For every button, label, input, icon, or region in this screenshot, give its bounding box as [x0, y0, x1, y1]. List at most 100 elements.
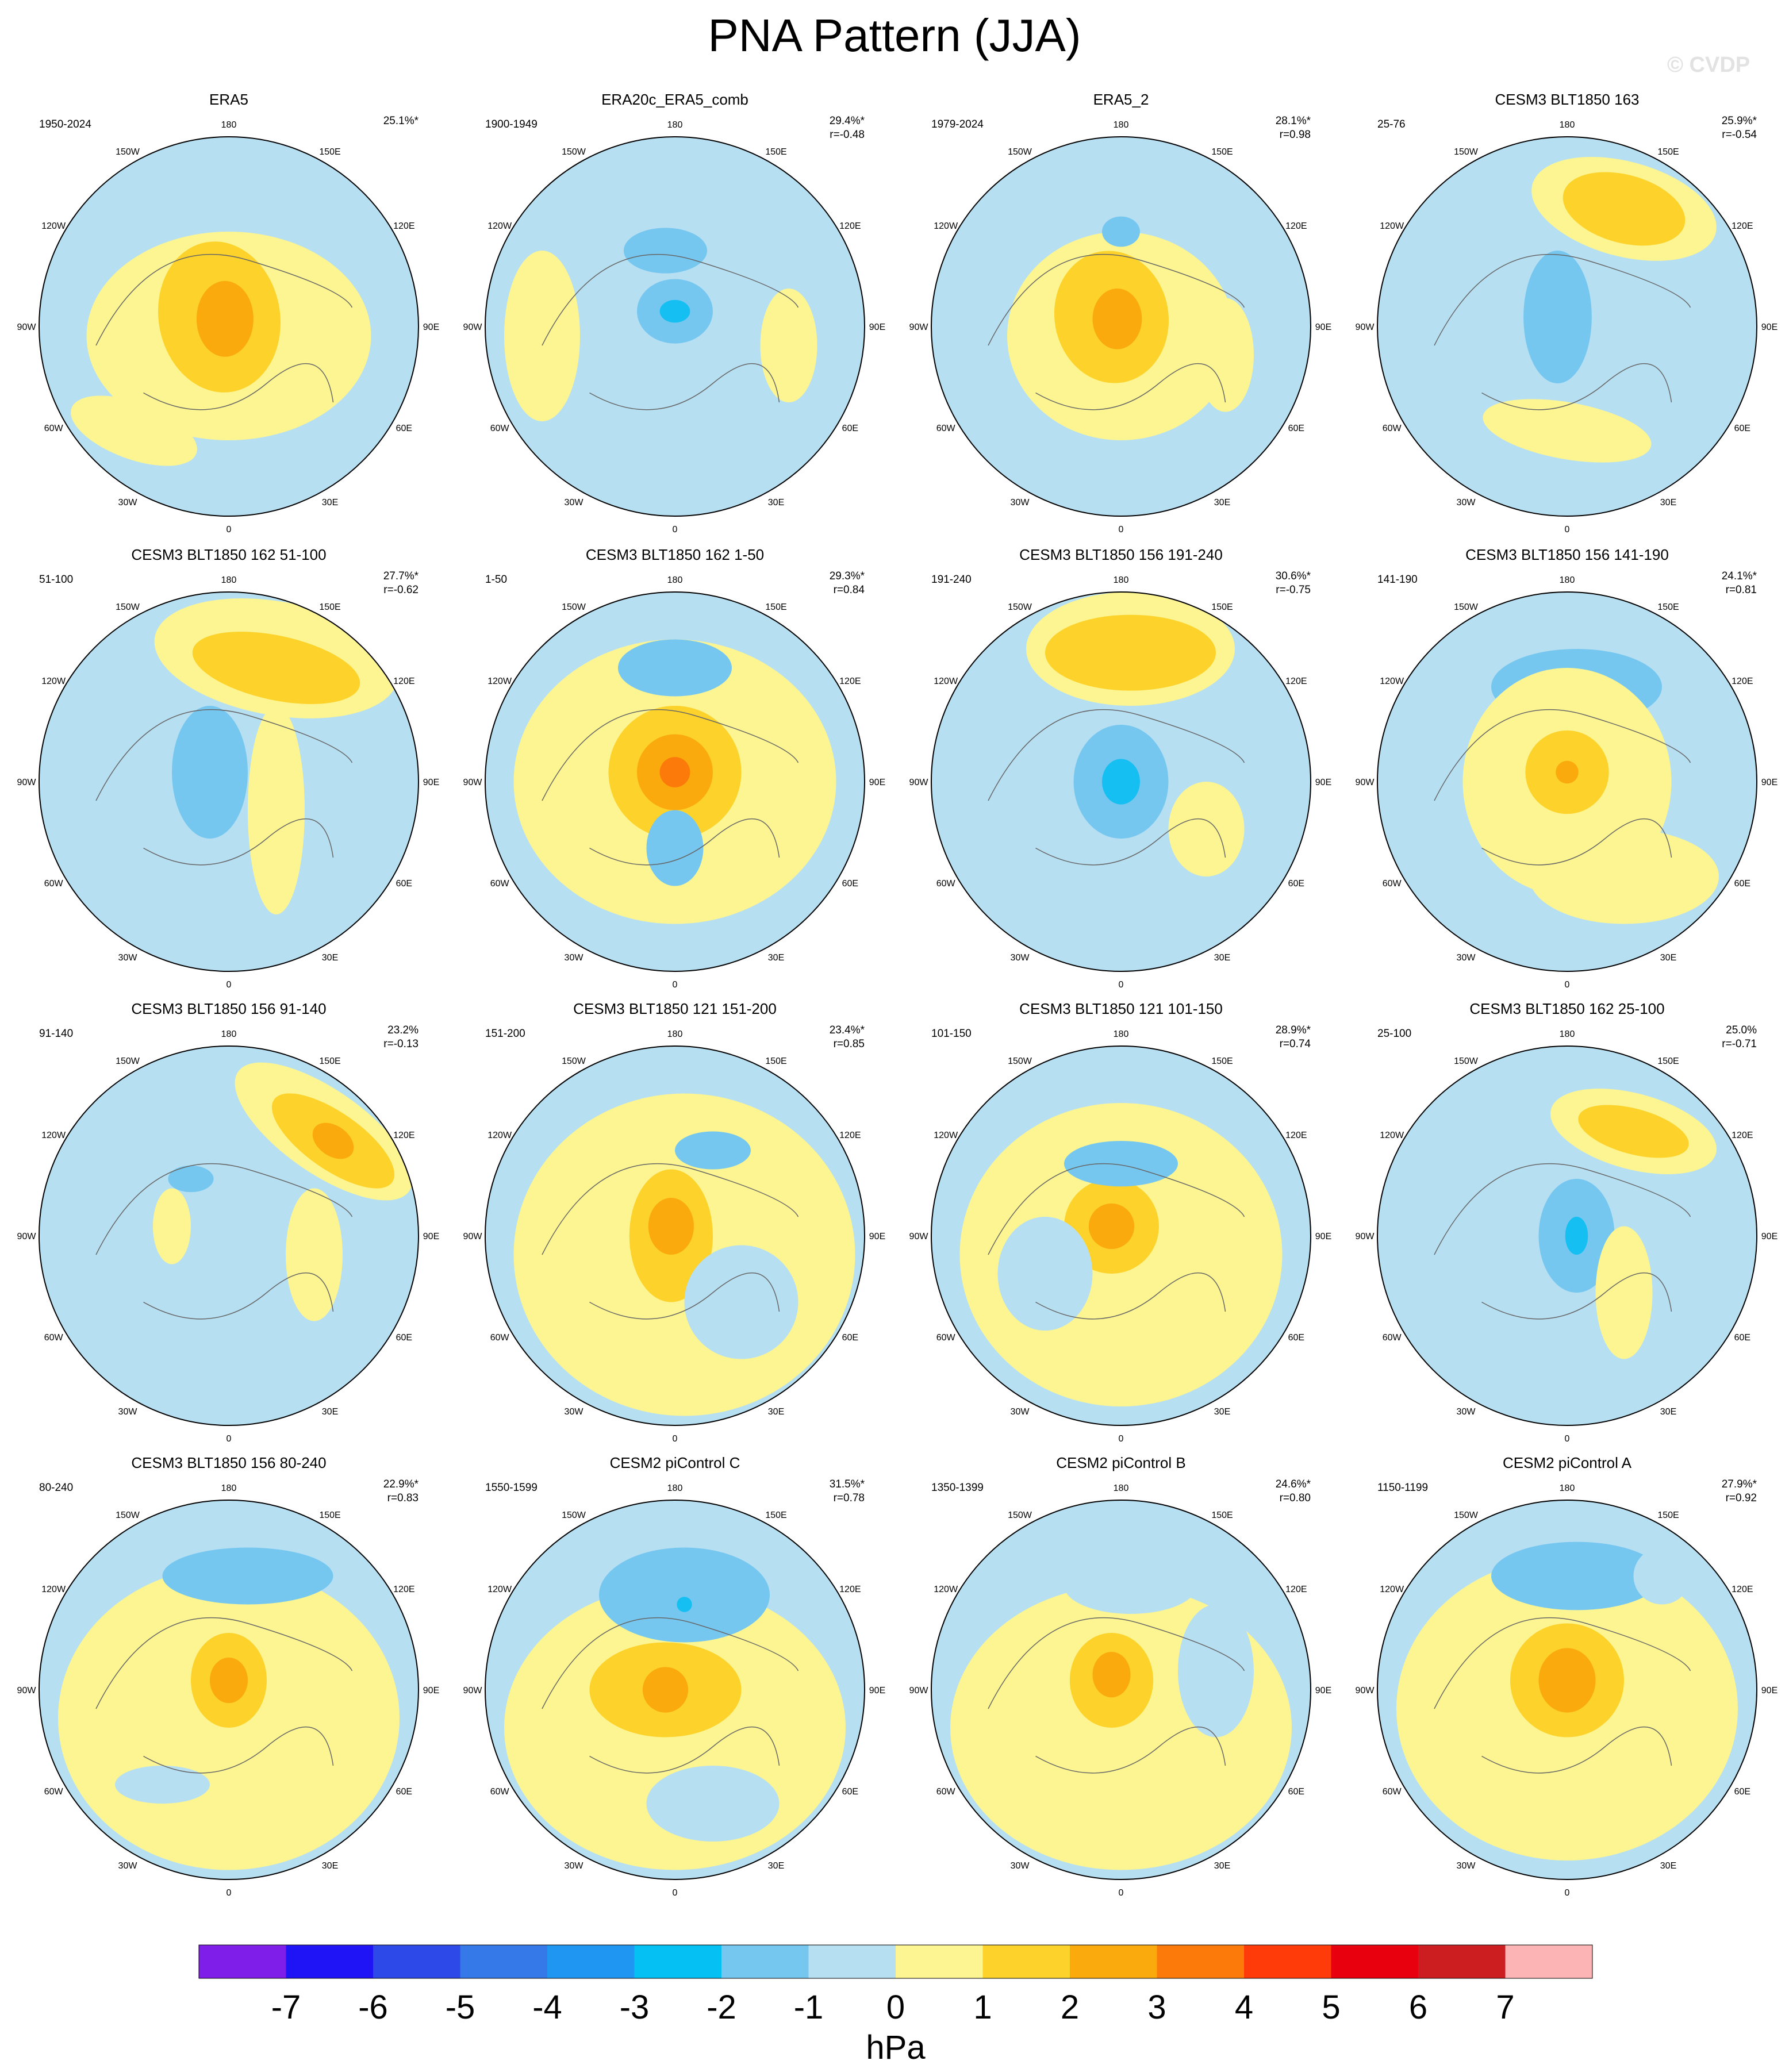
- map-panel: CESM2 piControl A 1150-1199 27.9%* r=0.92 18…: [1356, 1454, 1778, 1898]
- longitude-label: 120E: [1285, 221, 1307, 231]
- longitude-label: 150W: [562, 1056, 586, 1066]
- longitude-label: 90E: [869, 1232, 885, 1241]
- map-panel: CESM3 BLT1850 163 25-76 25.9%* r=-0.54 180 15…: [1356, 91, 1778, 535]
- longitude-label: 180: [1114, 575, 1129, 585]
- contour-region: [1565, 1217, 1588, 1255]
- panel-period: 1350-1399: [931, 1482, 984, 1494]
- panel-period: 1950-2024: [39, 118, 91, 130]
- panel-correlation: r=0.74: [1280, 1038, 1311, 1050]
- map-panel: CESM2 piControl B 1350-1399 24.6%* r=0.80 18…: [909, 1454, 1332, 1898]
- contour-region: [210, 1657, 248, 1704]
- longitude-label: 120E: [1732, 221, 1753, 231]
- panel-percent: 28.1%*: [1276, 115, 1311, 127]
- longitude-label: 90W: [17, 322, 37, 332]
- longitude-label: 180: [221, 1483, 237, 1493]
- coastline: [542, 253, 799, 410]
- coastline: [988, 709, 1245, 866]
- longitude-label: 180: [1560, 1029, 1575, 1039]
- panel-title: CESM3 BLT1850 156 91-140: [131, 1000, 326, 1017]
- longitude-label: 60E: [1288, 1787, 1304, 1797]
- coastline: [95, 253, 353, 410]
- colorbar-tick-label: 2: [1061, 1989, 1079, 2026]
- longitude-label: 90W: [1356, 322, 1375, 332]
- longitude-label: 30E: [1214, 953, 1230, 963]
- panel-period: 1979-2024: [931, 118, 984, 130]
- map-panel: CESM3 BLT1850 121 101-150 101-150 28.9%* r=…: [909, 1000, 1332, 1444]
- panel-correlation: r=-0.62: [383, 584, 419, 596]
- panel-period: 91-140: [39, 1028, 73, 1040]
- longitude-label: 0: [226, 980, 232, 990]
- main-title: PNA Pattern (JJA): [708, 10, 1081, 61]
- longitude-label: 0: [1119, 1434, 1124, 1444]
- contour-region: [1092, 1652, 1131, 1698]
- panel-title: CESM3 BLT1850 162 25-100: [1469, 1000, 1664, 1017]
- contour-region: [1168, 782, 1245, 877]
- longitude-label: 180: [221, 575, 237, 585]
- colorbar-bin: [1070, 1945, 1157, 1978]
- longitude-label: 60E: [1734, 1787, 1750, 1797]
- longitude-label: 180: [1560, 575, 1575, 585]
- panel-percent: 25.0%: [1726, 1024, 1757, 1036]
- longitude-label: 0: [226, 1434, 232, 1444]
- panel-title: CESM3 BLT1850 156 141-190: [1465, 546, 1669, 563]
- panel-correlation: r=-0.13: [383, 1038, 419, 1050]
- colorbar-tick-label: -6: [358, 1989, 388, 2026]
- longitude-label: 180: [1114, 1029, 1129, 1039]
- colorbar-bin: [982, 1945, 1070, 1978]
- colorbar-bin: [721, 1945, 809, 1978]
- map-panel: CESM3 BLT1850 156 91-140 91-140 23.2% r=-0.…: [17, 1000, 440, 1444]
- longitude-label: 30E: [322, 953, 338, 963]
- panel-period: 51-100: [39, 574, 73, 586]
- longitude-label: 90W: [463, 1686, 483, 1696]
- longitude-label: 150E: [1211, 1510, 1233, 1520]
- map-border: [39, 1045, 419, 1426]
- coastline: [542, 1163, 799, 1320]
- contour-region: [1491, 1541, 1662, 1610]
- coastline: [1434, 709, 1691, 866]
- contour-region: [642, 1667, 689, 1713]
- map-border: [485, 136, 865, 517]
- longitude-label: 180: [667, 120, 683, 130]
- colorbar-unit-label: hPa: [866, 2029, 926, 2066]
- panel-period: 191-240: [931, 574, 972, 586]
- colorbar-tick-label: -2: [707, 1989, 736, 2026]
- map-border: [1377, 1045, 1757, 1426]
- contour-region: [1556, 760, 1579, 784]
- panel-correlation: r=-0.48: [830, 129, 865, 141]
- contour-region: [623, 228, 708, 274]
- contour-region: [1092, 289, 1142, 349]
- longitude-label: 120E: [1732, 676, 1753, 686]
- longitude-label: 90E: [869, 778, 885, 787]
- contour-region: [1523, 251, 1592, 383]
- longitude-label: 90E: [423, 322, 439, 332]
- longitude-label: 90W: [17, 1232, 37, 1241]
- contour-region: [1102, 759, 1140, 805]
- longitude-label: 60E: [1288, 1333, 1304, 1343]
- panel-percent: 29.4%*: [830, 115, 865, 127]
- longitude-label: 60W: [1383, 1787, 1402, 1797]
- map-panel: CESM3 BLT1850 162 51-100 51-100 27.7%* r=-0…: [17, 546, 440, 990]
- longitude-label: 120E: [393, 676, 414, 686]
- longitude-label: 150E: [1211, 602, 1233, 612]
- longitude-label: 150E: [1211, 147, 1233, 157]
- longitude-label: 180: [667, 575, 683, 585]
- longitude-label: 150W: [1008, 147, 1032, 157]
- map-panel: CESM3 BLT1850 162 1-50 1-50 29.3%* r=0.84 18…: [463, 546, 886, 990]
- panel-title: CESM3 BLT1850 156 80-240: [131, 1454, 326, 1471]
- panel-title: ERA5: [209, 91, 248, 108]
- map-border: [931, 1045, 1311, 1426]
- contour-region: [168, 1165, 214, 1193]
- panel-period: 25-100: [1377, 1028, 1411, 1040]
- panel-percent: 29.3%*: [830, 570, 865, 582]
- longitude-label: 120E: [393, 1131, 414, 1140]
- longitude-label: 90E: [423, 1232, 439, 1241]
- coastline: [95, 709, 353, 866]
- contour-region: [312, 1123, 354, 1159]
- longitude-label: 150E: [765, 1510, 786, 1520]
- contour-region: [675, 1131, 751, 1170]
- colorbar-bin: [1505, 1945, 1592, 1978]
- longitude-label: 120W: [1380, 1585, 1404, 1594]
- longitude-label: 30E: [1660, 1861, 1676, 1871]
- map-border: [931, 591, 1311, 972]
